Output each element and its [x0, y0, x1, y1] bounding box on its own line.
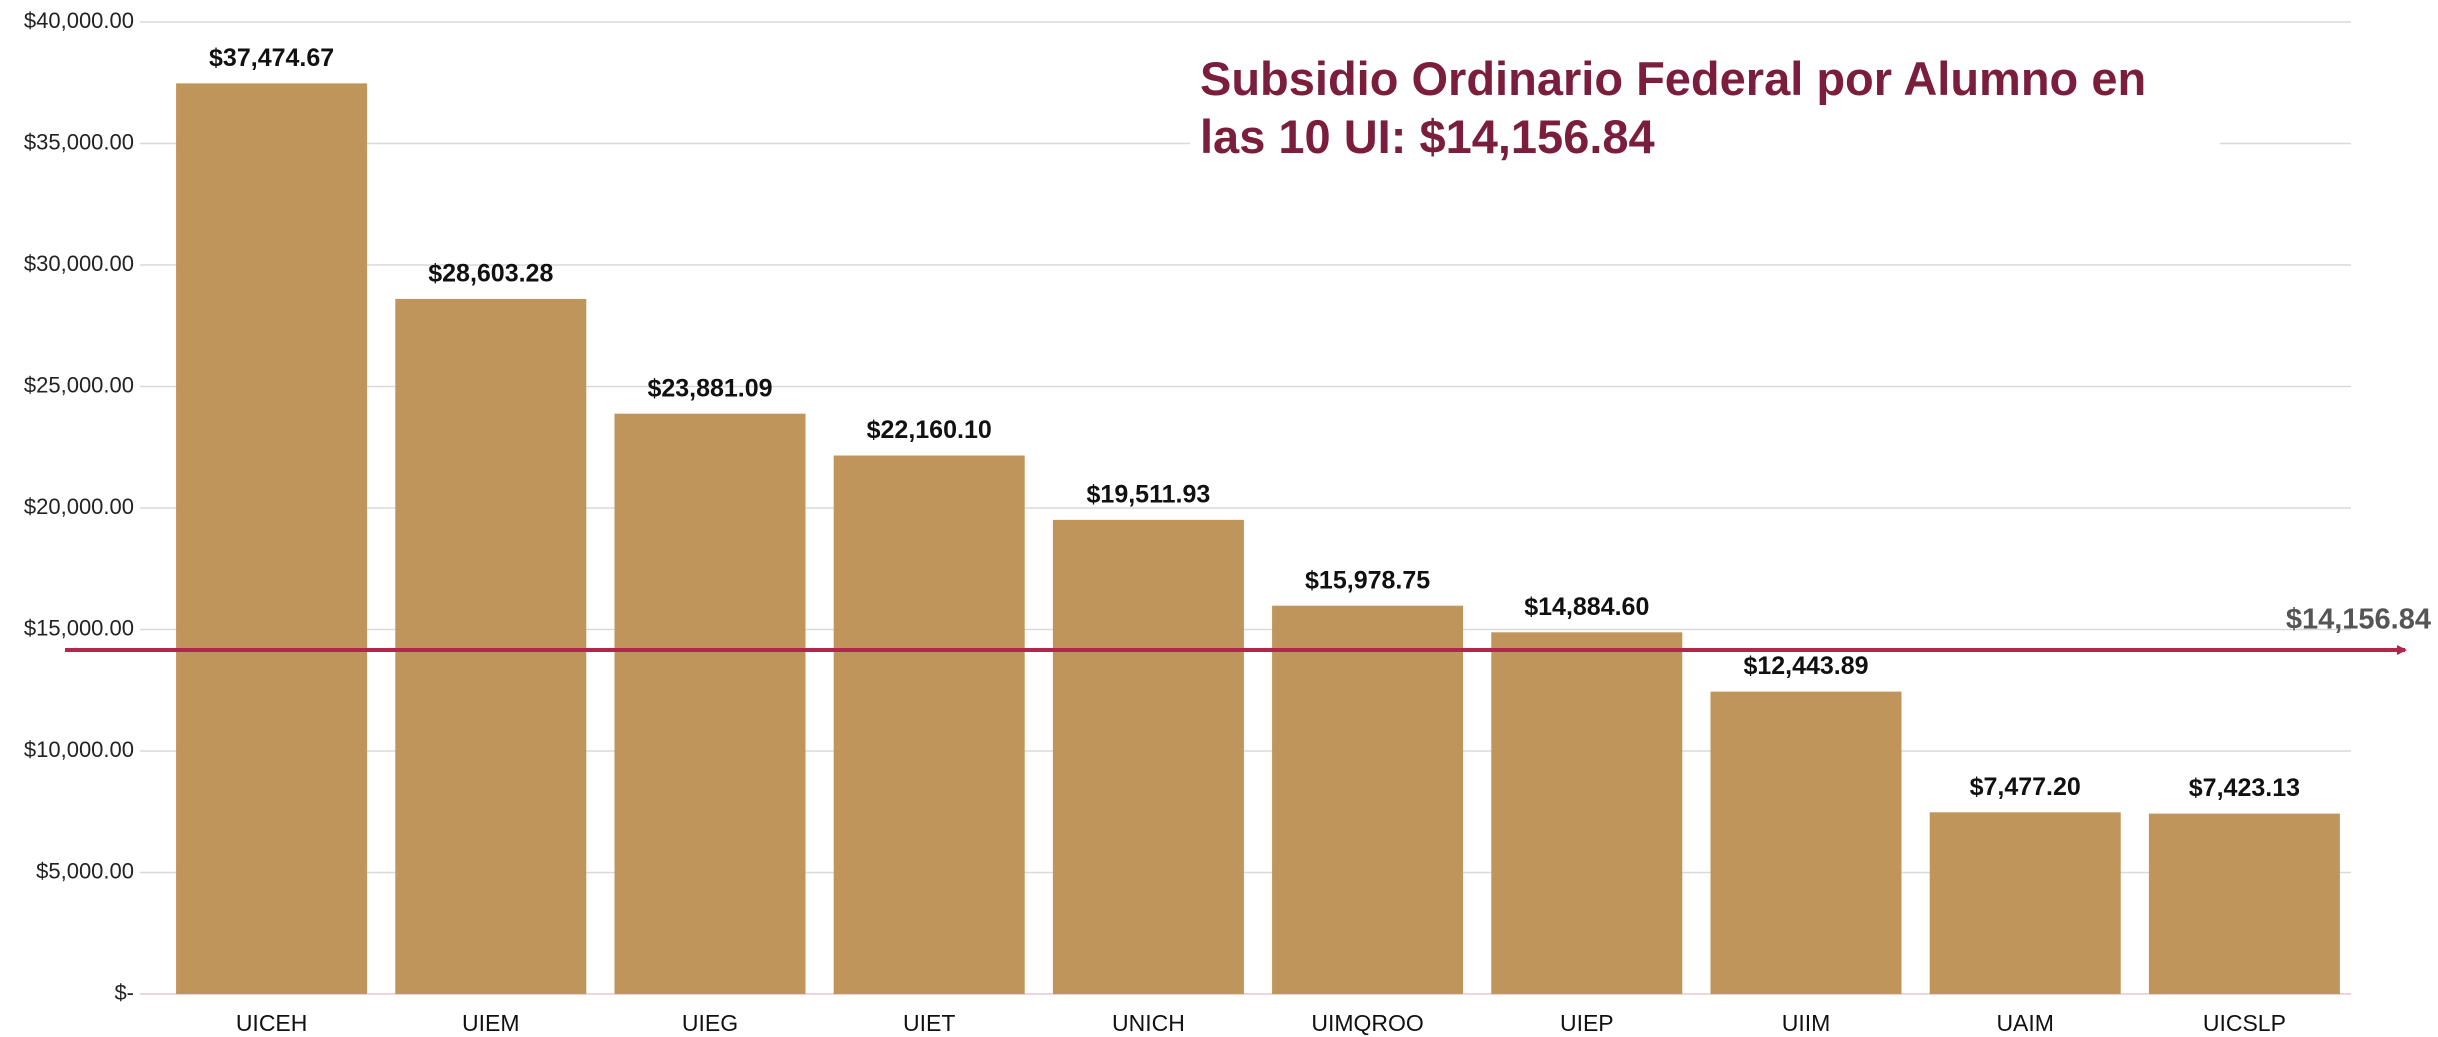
bar — [833, 455, 1025, 994]
x-tick-label: UAIM — [1996, 1010, 2054, 1036]
bar — [1491, 632, 1683, 994]
y-tick-label: $35,000.00 — [24, 129, 134, 154]
value-label: $19,511.93 — [1087, 480, 1211, 508]
bar — [1929, 812, 2121, 994]
bar — [1710, 691, 1902, 994]
x-tick-label: UIEM — [462, 1010, 520, 1036]
x-tick-label: UIET — [903, 1010, 955, 1036]
y-tick-label: $5,000.00 — [36, 858, 134, 883]
value-label: $15,978.75 — [1305, 566, 1430, 594]
x-tick-label: UIEP — [1560, 1010, 1614, 1036]
chart-title: Subsidio Ordinario Federal por Alumno en… — [1190, 50, 2220, 166]
x-tick-label: UIIM — [1782, 1010, 1831, 1036]
y-tick-label: $- — [114, 980, 134, 1005]
value-label: $23,881.09 — [647, 374, 772, 402]
bar — [176, 83, 368, 994]
x-tick-label: UNICH — [1112, 1010, 1185, 1036]
y-tick-label: $10,000.00 — [24, 737, 134, 762]
value-label: $7,423.13 — [2189, 774, 2300, 802]
y-tick-label: $40,000.00 — [24, 8, 134, 33]
bar — [1272, 605, 1464, 994]
value-label: $37,474.67 — [209, 44, 334, 72]
value-label: $28,603.28 — [428, 260, 553, 288]
x-tick-label: UICEH — [236, 1010, 308, 1036]
bar — [2148, 813, 2340, 994]
value-label: $12,443.89 — [1743, 652, 1868, 680]
value-label: $22,160.10 — [867, 416, 992, 444]
value-label: $14,884.60 — [1524, 593, 1649, 621]
y-tick-label: $15,000.00 — [24, 615, 134, 640]
y-tick-label: $25,000.00 — [24, 372, 134, 397]
bar — [395, 298, 587, 994]
bar — [1052, 519, 1244, 994]
value-label: $7,477.20 — [1970, 773, 2081, 801]
y-tick-label: $20,000.00 — [24, 494, 134, 519]
y-tick-label: $30,000.00 — [24, 251, 134, 276]
x-tick-label: UIEG — [682, 1010, 738, 1036]
x-tick-label: UICSLP — [2203, 1010, 2286, 1036]
bar — [614, 413, 806, 994]
reference-label: $14,156.84 — [2286, 604, 2431, 636]
x-tick-label: UIMQROO — [1311, 1010, 1423, 1036]
